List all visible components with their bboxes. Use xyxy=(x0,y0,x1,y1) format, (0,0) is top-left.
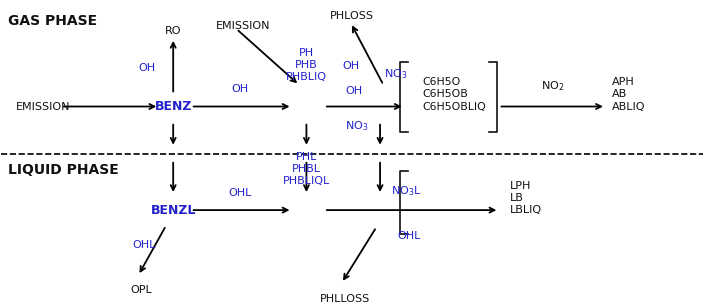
Text: OHL: OHL xyxy=(132,240,156,250)
Text: OH: OH xyxy=(345,86,362,96)
Text: EMISSION: EMISSION xyxy=(216,21,270,31)
Text: OH: OH xyxy=(231,84,249,94)
Text: RO: RO xyxy=(165,26,182,36)
Text: PH
PHB
PHBLIQ: PH PHB PHBLIQ xyxy=(286,48,327,82)
Text: EMISSION: EMISSION xyxy=(15,102,70,111)
Text: GAS PHASE: GAS PHASE xyxy=(8,14,98,28)
Text: PHL
PHBL
PHBLIQL: PHL PHBL PHBLIQL xyxy=(283,152,330,186)
Text: LPH
LB
LBLIQ: LPH LB LBLIQ xyxy=(510,180,542,215)
Text: NO$_3$L: NO$_3$L xyxy=(391,184,422,198)
Text: C6H5O
C6H5OB
C6H5OBLIQ: C6H5O C6H5OB C6H5OBLIQ xyxy=(422,77,486,112)
Text: OPL: OPL xyxy=(131,285,153,295)
Text: NO$_3$: NO$_3$ xyxy=(384,67,407,81)
Text: BENZL: BENZL xyxy=(151,204,196,217)
Text: NO$_2$: NO$_2$ xyxy=(541,79,564,93)
Text: PHLOSS: PHLOSS xyxy=(330,10,374,21)
Text: OHL: OHL xyxy=(398,231,421,241)
Text: NO$_3$: NO$_3$ xyxy=(345,119,368,132)
Text: BENZ: BENZ xyxy=(154,100,192,113)
Text: OH: OH xyxy=(342,62,359,71)
Text: PHLLOSS: PHLLOSS xyxy=(320,294,370,304)
Text: APH
AB
ABLIQ: APH AB ABLIQ xyxy=(612,77,645,112)
Text: OHL: OHL xyxy=(228,188,251,198)
Text: LIQUID PHASE: LIQUID PHASE xyxy=(8,163,119,177)
Text: OH: OH xyxy=(139,63,156,73)
